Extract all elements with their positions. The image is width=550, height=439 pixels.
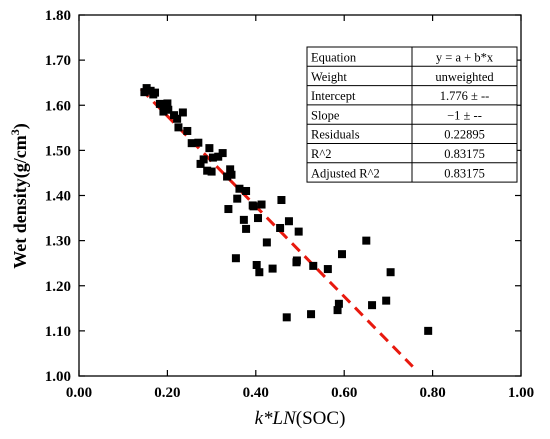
data-point	[203, 166, 212, 175]
data-point	[235, 184, 244, 193]
data-point	[163, 99, 172, 108]
x-tick-label: 0.60	[331, 385, 357, 401]
data-point	[307, 310, 316, 319]
data-point	[155, 99, 164, 108]
data-point	[368, 301, 377, 310]
y-tick-label: 1.60	[45, 98, 71, 114]
data-point	[362, 236, 371, 245]
data-point	[227, 170, 236, 179]
y-tick-label: 1.40	[45, 189, 71, 205]
data-point	[268, 264, 277, 273]
data-point	[242, 224, 251, 233]
data-point	[196, 159, 205, 168]
data-point	[262, 238, 271, 247]
y-tick-label: 1.80	[45, 8, 71, 24]
y-tick-label: 1.30	[45, 234, 71, 250]
data-point	[255, 268, 264, 277]
x-tick-label: 0.00	[66, 385, 92, 401]
stats-value: 0.83175	[444, 147, 485, 161]
data-point	[323, 265, 332, 274]
x-tick-label: 0.80	[419, 385, 445, 401]
stats-table: Equation y = a + b*x Weight unweighted Inter…	[306, 46, 518, 183]
data-point	[257, 200, 266, 209]
data-point	[173, 114, 182, 123]
stats-label: Equation	[311, 51, 357, 65]
stats-value: unweighted	[435, 70, 494, 84]
x-axis-label: k*LN(SOC)	[255, 408, 346, 429]
stats-label: Weight	[311, 70, 347, 84]
y-axis-label-sup: 3	[8, 129, 22, 135]
x-axis-ticks: 0.00 0.20 0.40 0.60 0.80 1.00	[66, 15, 534, 401]
data-point	[223, 172, 232, 181]
data-point	[242, 186, 251, 195]
y-axis-label: Wet density(g/cm3)	[8, 123, 31, 269]
data-point	[205, 144, 214, 153]
x-tick-label: 1.00	[508, 385, 534, 401]
data-point	[334, 299, 343, 308]
y-tick-label: 1.70	[45, 53, 71, 69]
data-point	[218, 149, 227, 158]
data-point	[233, 194, 242, 203]
stats-label: Intercept	[311, 89, 356, 103]
x-axis-label-post: (SOC)	[296, 408, 346, 429]
y-axis-label-close: )	[10, 123, 31, 129]
x-axis-label-mid: LN	[272, 408, 298, 429]
stats-label: R^2	[311, 147, 331, 161]
data-point	[207, 167, 216, 176]
stats-value: −1 ± --	[447, 108, 482, 122]
stats-value: 0.22895	[444, 128, 485, 142]
stats-label: Slope	[311, 108, 340, 122]
data-point	[183, 126, 192, 135]
x-tick-label: 0.20	[154, 385, 180, 401]
data-point	[164, 105, 173, 114]
data-point	[292, 256, 301, 265]
x-tick-label: 0.40	[243, 385, 269, 401]
data-point	[309, 261, 318, 270]
y-axis-label-unit: (g/cm	[10, 135, 31, 178]
data-point	[226, 165, 235, 174]
data-point	[386, 268, 395, 277]
data-point	[187, 139, 196, 148]
data-point	[159, 107, 168, 116]
stats-value: 1.776 ± --	[440, 89, 490, 103]
y-axis-label-main: Wet density	[10, 178, 30, 269]
y-tick-label: 1.20	[45, 279, 71, 295]
stats-label: Adjusted R^2	[311, 166, 380, 180]
data-point	[249, 202, 258, 211]
data-point	[174, 123, 183, 132]
data-point	[178, 108, 187, 117]
y-axis-ticks: 1.00 1.10 1.20 1.30 1.40 1.50 1.60 1.70 1.80	[45, 8, 521, 385]
data-point	[199, 155, 208, 164]
y-tick-label: 1.50	[45, 143, 71, 159]
data-point	[224, 205, 233, 214]
x-axis-label-pre: k*	[255, 408, 273, 429]
regression-line-group	[139, 87, 414, 368]
data-point	[208, 153, 217, 162]
data-point	[284, 217, 293, 226]
data-point	[382, 296, 391, 305]
stats-label: Residuals	[311, 128, 360, 142]
data-point	[214, 152, 223, 161]
data-point	[276, 223, 285, 232]
data-point	[294, 227, 303, 236]
data-point	[337, 250, 346, 259]
stats-value: 0.83175	[444, 166, 485, 180]
data-point	[282, 313, 291, 322]
data-point	[252, 260, 261, 269]
data-point	[333, 306, 342, 315]
data-point	[149, 90, 158, 99]
data-point	[254, 214, 263, 223]
data-point	[231, 254, 240, 263]
data-point	[140, 88, 149, 97]
regression-line	[139, 87, 414, 368]
data-point	[194, 138, 203, 147]
y-tick-label: 1.00	[45, 369, 71, 385]
stats-value: y = a + b*x	[436, 51, 494, 65]
data-point	[424, 326, 433, 335]
data-point	[277, 196, 286, 205]
data-point	[239, 215, 248, 224]
y-tick-label: 1.10	[45, 324, 71, 340]
data-points	[140, 84, 433, 335]
